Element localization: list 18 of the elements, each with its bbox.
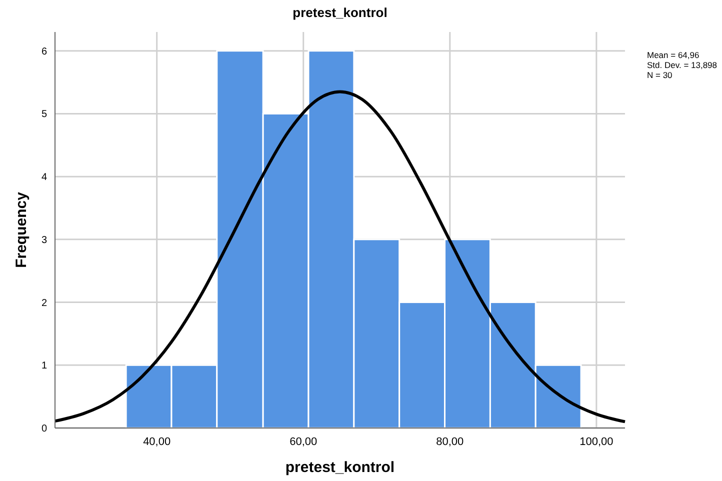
x-tick-label: 40,00 (143, 436, 171, 448)
y-axis-title: Frequency (13, 191, 30, 268)
text: Std. Dev. = 13,898 (647, 60, 718, 70)
line-series (54, 90, 626, 424)
x-tick-label: 60,00 (290, 436, 318, 448)
text: N = 30 (647, 70, 673, 80)
x-axis-title: pretest_kontrol (285, 459, 395, 476)
y-tick-label: 4 (41, 172, 48, 184)
y-tick-label: 0 (41, 424, 48, 434)
chart-title: pretest_kontrol (292, 5, 388, 20)
text: Mean = 64,96 (647, 50, 700, 60)
x-tick-label: 100,00 (580, 436, 614, 448)
y-tick-label: 2 (41, 298, 48, 309)
y-tick-label: 6 (41, 46, 48, 58)
y-tick-label: 3 (41, 234, 48, 246)
y-tick-label: 5 (41, 109, 48, 120)
y-tick-label: 1 (41, 360, 48, 372)
x-tick-label: 80,00 (436, 436, 464, 448)
